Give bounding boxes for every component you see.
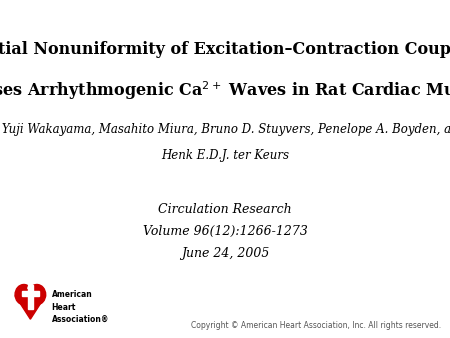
Text: Causes Arrhythmogenic Ca$^{2+}$ Waves in Rat Cardiac Muscle: Causes Arrhythmogenic Ca$^{2+}$ Waves in… (0, 79, 450, 102)
Bar (28, 285, 33, 309)
Text: American: American (52, 290, 93, 299)
Circle shape (15, 285, 33, 305)
Polygon shape (28, 283, 33, 288)
Text: Association®: Association® (52, 315, 109, 324)
Text: Circulation Research: Circulation Research (158, 203, 292, 216)
Polygon shape (15, 295, 46, 319)
Text: June 24, 2005: June 24, 2005 (181, 247, 269, 260)
Text: Volume 96(12):1266-1273: Volume 96(12):1266-1273 (143, 225, 307, 238)
Text: by Yuji Wakayama, Masahito Miura, Bruno D. Stuyvers, Penelope A. Boyden, and: by Yuji Wakayama, Masahito Miura, Bruno … (0, 123, 450, 136)
Bar (22, 291, 39, 296)
Circle shape (28, 285, 46, 305)
Text: Heart: Heart (52, 303, 76, 312)
Text: Copyright © American Heart Association, Inc. All rights reserved.: Copyright © American Heart Association, … (191, 320, 441, 330)
Text: Henk E.D.J. ter Keurs: Henk E.D.J. ter Keurs (161, 149, 289, 162)
Text: Spatial Nonuniformity of Excitation–Contraction Coupling: Spatial Nonuniformity of Excitation–Cont… (0, 41, 450, 57)
